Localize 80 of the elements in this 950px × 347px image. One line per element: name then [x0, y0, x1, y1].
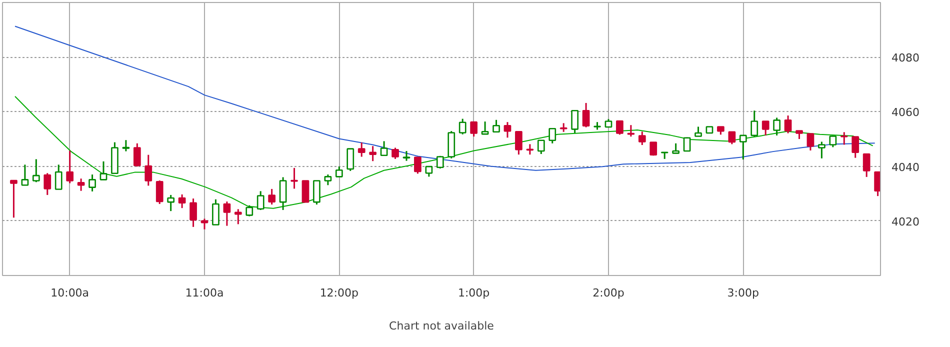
y-tick-label: 4080: [892, 52, 920, 65]
candlestick: [133, 142, 141, 168]
candlestick: [616, 120, 624, 136]
x-tick-label: 1:00p: [458, 286, 490, 300]
candlestick: [324, 174, 332, 186]
line-series: [14, 96, 874, 209]
candlestick: [852, 136, 860, 159]
candlestick: [246, 204, 254, 218]
candlestick: [392, 146, 399, 160]
candlestick: [627, 124, 635, 138]
candlestick: [21, 164, 29, 186]
candlestick: [369, 145, 376, 162]
candlestick: [212, 198, 220, 226]
candlestick: [806, 133, 814, 152]
candlestick: [650, 142, 658, 156]
candlestick: [313, 180, 320, 206]
candlestick: [268, 188, 276, 206]
candlestick: [54, 164, 62, 190]
candlestick: [302, 180, 310, 203]
candlestick: [694, 126, 702, 138]
candlestick: [840, 131, 848, 146]
candlestick: [279, 176, 287, 211]
x-tick-label: 10:00a: [50, 286, 90, 300]
candlestick: [458, 118, 466, 136]
candlestick: [773, 116, 780, 136]
candlestick: [470, 121, 478, 138]
candlestick: [178, 194, 186, 209]
candlestick: [346, 148, 354, 172]
candlestick: [750, 110, 758, 138]
candlestick: [515, 130, 522, 156]
candlestick: [874, 171, 880, 197]
candlestick: [10, 180, 18, 218]
candlestick: [818, 140, 826, 160]
candlestick: [32, 158, 40, 183]
candlestick: [380, 140, 388, 156]
candlestick: [167, 194, 175, 212]
candlestick: [504, 121, 512, 138]
candlestick: [122, 139, 130, 152]
candlestick: [88, 174, 96, 192]
x-tick-label: 3:00p: [727, 286, 760, 300]
candlestick: [683, 136, 691, 152]
candlestick: [44, 172, 52, 196]
candlestick: [223, 200, 231, 227]
candlestick: [190, 198, 197, 228]
candlestick: [425, 166, 433, 178]
candlestick: [492, 119, 500, 133]
candlestick: [672, 142, 680, 154]
candlestick: [66, 150, 74, 184]
candlestick: [77, 178, 85, 192]
candlestick: [526, 143, 534, 156]
candlestick: [739, 134, 747, 160]
candlestick: [862, 153, 870, 178]
candlestick: [335, 166, 343, 178]
candlestick: [784, 114, 792, 134]
candlestick: [728, 131, 736, 145]
text: Chart not available: [389, 320, 494, 332]
candlestick: [582, 102, 590, 128]
candlestick: [638, 130, 646, 146]
y-tick-label: 4020: [892, 215, 920, 228]
y-tick-label: 4060: [892, 106, 920, 120]
x-tick-label: 11:00a: [185, 286, 224, 300]
candlestick: [571, 110, 578, 134]
candlestick: [436, 155, 444, 170]
candlestick: [156, 180, 164, 205]
candlestick: [481, 120, 489, 135]
candlestick: [414, 156, 422, 174]
candlestick: [402, 150, 410, 162]
line-series: [14, 26, 876, 171]
candlestick: [358, 142, 366, 158]
candlestick: [256, 190, 264, 211]
x-tick-label: 2:00p: [592, 286, 624, 300]
x-tick-label: 12:00p: [320, 286, 359, 300]
candlestick: [234, 208, 242, 225]
candlestick: [548, 128, 556, 144]
candlestick: [537, 140, 545, 155]
candlestick: [762, 120, 770, 136]
y-tick-label: 4040: [892, 160, 920, 174]
candlestick: [829, 136, 837, 148]
candlestick: [100, 160, 108, 180]
candlestick: [144, 154, 152, 186]
